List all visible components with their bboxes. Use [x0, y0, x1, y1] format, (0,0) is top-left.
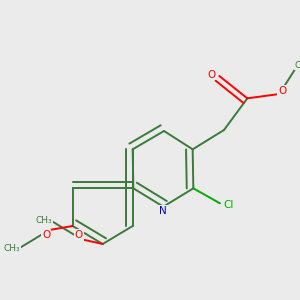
Text: CH₃: CH₃ [36, 216, 52, 225]
Text: O: O [207, 70, 216, 80]
Text: O: O [278, 86, 286, 96]
Text: Cl: Cl [223, 200, 234, 210]
Text: O: O [42, 230, 50, 239]
Text: O: O [74, 230, 83, 240]
Text: CH₃: CH₃ [3, 244, 20, 253]
Text: CH₃: CH₃ [295, 61, 300, 70]
Text: N: N [160, 206, 167, 216]
